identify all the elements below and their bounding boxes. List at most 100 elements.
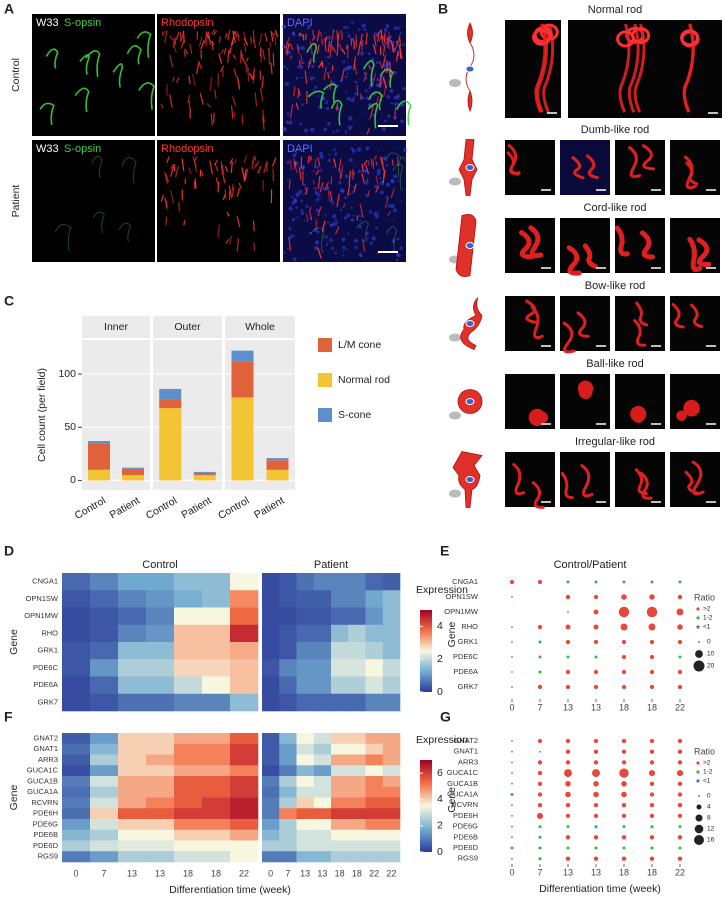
cone	[54, 223, 72, 251]
nucleus	[354, 92, 358, 96]
nucleus	[300, 199, 303, 203]
bar-segment	[88, 443, 110, 470]
signal	[319, 182, 324, 193]
legend-dot	[696, 625, 700, 629]
heatmap-cell	[296, 743, 315, 755]
panel-letter: A	[4, 1, 14, 17]
signal	[299, 32, 304, 38]
nucleus	[347, 34, 351, 38]
heatmap-cell	[331, 607, 349, 626]
signal	[234, 158, 237, 165]
dot	[593, 803, 599, 808]
dot	[621, 803, 627, 808]
signal	[236, 238, 240, 252]
dot	[648, 770, 656, 777]
heatmap-cell	[118, 776, 147, 788]
heatmap-cell	[382, 693, 401, 712]
signal	[361, 163, 364, 173]
nucleus	[344, 75, 348, 79]
nucleus	[285, 81, 290, 86]
nucleus	[346, 96, 351, 101]
dot	[537, 792, 543, 797]
heatmap-cell	[118, 743, 147, 755]
heatmap-cell	[348, 851, 366, 863]
rod-cell	[576, 311, 590, 338]
signal	[229, 235, 232, 245]
bar-segment	[159, 399, 182, 409]
signal	[224, 188, 227, 199]
signal	[244, 61, 248, 73]
heatmap-cell	[230, 590, 259, 608]
stage-label: W33	[36, 17, 59, 29]
gene-label: PDE6G	[33, 819, 59, 828]
nucleus	[352, 96, 356, 99]
dot	[649, 803, 655, 808]
nucleus	[372, 113, 375, 117]
dot	[511, 761, 513, 764]
x-tick-label: 0	[509, 867, 514, 877]
heatmap-cell	[62, 851, 91, 863]
signal	[270, 62, 273, 75]
heatmap-cell	[90, 743, 119, 755]
nucleus	[350, 206, 353, 209]
heatmap-cell	[174, 786, 203, 798]
heatmap-cell	[348, 819, 366, 831]
heatmap-cell	[90, 573, 119, 591]
heatmap-cell	[365, 776, 384, 788]
heatmap-cell	[118, 819, 147, 831]
heatmap-cell	[348, 624, 366, 643]
image-bg	[560, 452, 610, 507]
heatmap-cell	[331, 590, 349, 608]
nucleus	[328, 153, 331, 156]
signal	[301, 165, 305, 175]
heatmap-cell	[174, 743, 203, 755]
nucleus	[385, 182, 390, 187]
nucleus	[402, 43, 405, 46]
nucleus	[340, 208, 343, 212]
dot	[593, 781, 599, 787]
dot	[565, 835, 571, 840]
x-tick-label: 7	[285, 868, 290, 878]
signal	[170, 163, 175, 169]
signal	[359, 33, 363, 45]
nucleus	[391, 102, 394, 105]
heatmap-cell	[174, 829, 203, 841]
dot	[677, 684, 683, 690]
heatmap-cell	[296, 733, 315, 745]
bar-segment	[266, 458, 289, 461]
nucleus	[329, 238, 333, 242]
legend-label: Normal rod	[338, 374, 390, 386]
heatmap-cell	[313, 808, 332, 820]
x-tick-label: 13	[563, 702, 573, 712]
signal	[305, 187, 308, 195]
signal	[274, 29, 279, 38]
signal	[381, 156, 384, 170]
strip	[225, 316, 295, 338]
nucleus	[382, 156, 387, 161]
heatmap-cell	[202, 829, 231, 841]
heatmap-cell	[118, 659, 147, 677]
signal	[228, 185, 233, 199]
nucleus	[381, 127, 386, 132]
heatmap-cell	[146, 797, 175, 809]
rod-image	[505, 374, 555, 429]
dot	[621, 791, 627, 798]
signal	[184, 48, 188, 55]
nucleus	[295, 151, 298, 154]
signal	[160, 194, 164, 202]
nucleus	[328, 63, 330, 65]
heatmap-cell	[146, 765, 175, 777]
nucleus	[397, 179, 400, 182]
bar-segment	[231, 397, 254, 481]
dot	[621, 813, 627, 819]
x-tick-label: 18	[352, 868, 362, 878]
nucleus	[347, 125, 353, 130]
dot	[537, 624, 543, 630]
rod-cell	[633, 319, 647, 347]
signal	[242, 57, 246, 64]
rod-cartoon	[449, 451, 483, 508]
x-tick-label: 18	[647, 702, 657, 712]
image-bg	[32, 140, 155, 262]
nucleus	[388, 204, 392, 208]
nucleus	[359, 219, 362, 222]
